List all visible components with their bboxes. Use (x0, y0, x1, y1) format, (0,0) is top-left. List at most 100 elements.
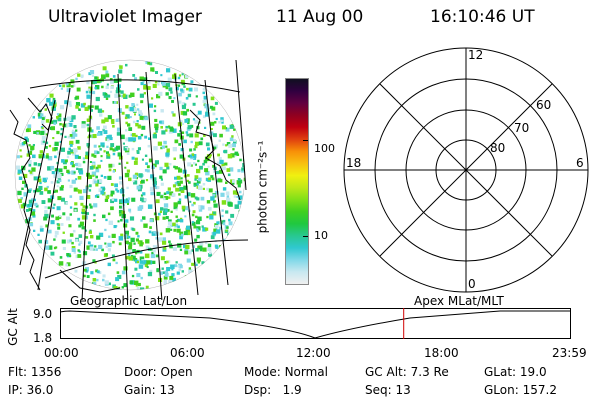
uv-speckle (147, 61, 151, 65)
uv-speckle (96, 79, 101, 84)
uv-speckle (77, 189, 82, 194)
uv-speckle (53, 119, 58, 124)
uv-speckle (129, 107, 134, 112)
uv-speckle (151, 97, 154, 100)
uv-speckle (90, 271, 94, 275)
uv-speckle (195, 114, 198, 117)
uv-speckle (223, 149, 228, 154)
uv-speckle (166, 267, 171, 272)
uv-speckle (115, 261, 118, 265)
uv-speckle (23, 192, 28, 197)
uv-speckle (79, 195, 84, 200)
uv-speckle (67, 179, 70, 182)
uv-speckle (39, 191, 44, 195)
uv-speckle (69, 233, 74, 237)
uv-speckle (121, 94, 124, 98)
uv-speckle (183, 244, 187, 249)
uv-speckle (69, 254, 72, 257)
uv-speckle (107, 115, 112, 120)
uv-speckle (113, 101, 117, 104)
uv-speckle (177, 225, 180, 229)
uv-speckle (41, 127, 44, 130)
uv-speckle (172, 113, 176, 117)
uv-speckle (188, 267, 191, 270)
uv-speckle (77, 254, 82, 258)
uv-speckle (178, 100, 182, 104)
uv-speckle (105, 245, 108, 248)
uv-speckle (202, 247, 207, 252)
uv-speckle (187, 121, 190, 125)
uv-speckle (171, 268, 174, 271)
uv-speckle (66, 88, 71, 93)
uv-speckle (116, 132, 121, 136)
uv-speckle (33, 162, 37, 166)
uv-speckle (96, 126, 100, 130)
uv-speckle (109, 137, 113, 141)
uv-speckle (98, 244, 103, 250)
uv-speckle (37, 233, 40, 236)
uv-speckle (202, 227, 207, 232)
uv-speckle (76, 87, 81, 92)
uv-speckle (147, 144, 151, 148)
uv-speckle (55, 189, 58, 193)
uv-speckle (193, 182, 197, 187)
uv-speckle (112, 258, 116, 262)
uv-speckle (222, 219, 226, 223)
uv-speckle (104, 242, 107, 245)
uv-speckle (154, 80, 158, 84)
uv-speckle (82, 160, 86, 164)
uv-speckle (139, 93, 144, 98)
uv-speckle (157, 83, 160, 86)
uv-speckle (208, 253, 212, 257)
uv-speckle (171, 111, 174, 114)
uv-speckle (41, 120, 45, 124)
uv-speckle (168, 219, 172, 224)
uv-speckle (204, 126, 207, 129)
uv-speckle (194, 119, 199, 124)
uv-speckle (88, 184, 92, 188)
uv-speckle (190, 155, 195, 160)
uv-speckle (146, 165, 150, 169)
uv-speckle (191, 221, 196, 226)
uv-speckle (110, 183, 114, 186)
uv-speckle (196, 257, 201, 262)
uv-speckle (181, 122, 185, 125)
uv-speckle (193, 184, 196, 187)
uv-speckle (107, 94, 111, 98)
uv-speckle (44, 108, 47, 111)
uv-speckle (243, 177, 245, 182)
uv-speckle (152, 83, 157, 88)
uv-speckle (222, 143, 225, 146)
uv-speckle (98, 188, 103, 192)
uv-speckle (220, 119, 223, 122)
uv-speckle (74, 202, 78, 206)
uv-speckle (24, 184, 28, 188)
uv-speckle (133, 180, 138, 185)
uv-speckle (231, 135, 234, 138)
uv-speckle (68, 224, 72, 228)
uv-speckle (50, 120, 54, 124)
uv-speckle (225, 210, 229, 214)
uv-speckle (119, 199, 123, 204)
uv-speckle (106, 83, 109, 86)
uv-speckle (180, 219, 184, 223)
uv-speckle (174, 223, 179, 228)
uv-speckle (136, 286, 140, 290)
uv-speckle (161, 82, 166, 86)
uv-speckle (112, 148, 116, 152)
uv-speckle (172, 277, 176, 282)
uv-speckle (89, 70, 95, 75)
uv-speckle (78, 224, 82, 228)
uv-speckle (165, 152, 170, 157)
uv-speckle (187, 162, 192, 167)
timeline-xtick-0600: 06:00 (170, 346, 205, 360)
uv-speckle (191, 153, 195, 156)
uv-speckle (203, 99, 207, 103)
uv-speckle (132, 120, 136, 124)
uv-speckle (71, 85, 74, 88)
uv-speckle (189, 148, 193, 152)
uv-speckle (91, 105, 94, 108)
uv-speckle (148, 137, 151, 140)
uv-speckle (185, 244, 190, 250)
uv-speckle (105, 85, 109, 89)
